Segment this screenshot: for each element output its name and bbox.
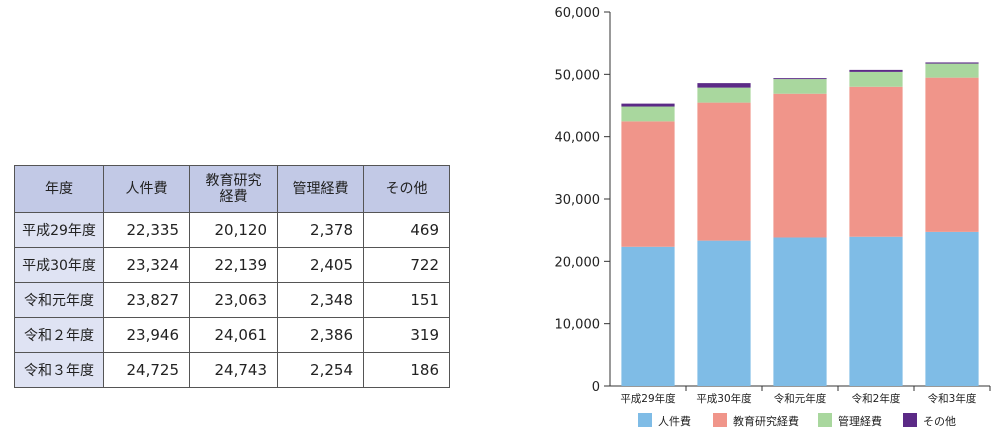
cell-personnel: 23,946: [103, 317, 190, 353]
expense-table: 年度 人件費 教育研究 経費 管理経費 その他 平成29年度 22,335 20,1…: [14, 165, 450, 388]
x-category-label: 令和3年度: [928, 392, 977, 405]
bar-segment-education-research: [621, 121, 675, 247]
x-category-label: 平成30年度: [696, 392, 752, 405]
y-tick-label: 50,000: [555, 68, 601, 83]
legend-swatch: [818, 413, 832, 427]
bar-segment-education-research: [925, 77, 979, 232]
cell-personnel: 23,324: [103, 247, 190, 283]
header-management: 管理経費: [277, 165, 364, 213]
legend-swatch: [903, 413, 917, 427]
cell-personnel: 23,827: [103, 282, 190, 318]
y-tick-label: 10,000: [555, 318, 601, 333]
legend-label: 人件費: [658, 414, 691, 428]
cell-other: 151: [363, 282, 450, 318]
bar-segment-personnel: [925, 231, 979, 386]
cell-other: 722: [363, 247, 450, 283]
bar-segment-education-research: [697, 102, 751, 241]
row-year: 平成29年度: [14, 212, 104, 248]
chart-bars: [621, 62, 979, 386]
bar-segment-other: [925, 62, 979, 64]
bar-segment-management: [773, 79, 827, 94]
table-row: 平成29年度 22,335 20,120 2,378 469: [14, 212, 450, 248]
cell-personnel: 22,335: [103, 212, 190, 248]
x-category-label: 令和2年度: [852, 392, 901, 405]
legend-swatch: [638, 413, 652, 427]
table-body: 平成29年度 22,335 20,120 2,378 469 平成30年度 23,324 22…: [14, 212, 450, 388]
bar-segment-management: [925, 63, 979, 78]
bar-segment-personnel: [697, 240, 751, 386]
cell-management: 2,386: [277, 317, 364, 353]
cell-education-research: 22,139: [189, 247, 278, 283]
bar-segment-other: [621, 103, 675, 107]
bar-segment-management: [697, 87, 751, 103]
bar-segment-other: [773, 78, 827, 80]
bar-segment-management: [621, 106, 675, 122]
cell-other: 469: [363, 212, 450, 248]
y-tick-label: 40,000: [555, 131, 601, 146]
bar-segment-other: [697, 83, 751, 88]
bar-segment-education-research: [849, 86, 903, 237]
row-year: 平成30年度: [14, 247, 104, 283]
cell-management: 2,378: [277, 212, 364, 248]
row-year: 令和元年度: [14, 282, 104, 318]
cell-personnel: 24,725: [103, 352, 190, 388]
table-row: 令和２年度 23,946 24,061 2,386 319: [14, 317, 450, 353]
y-tick-label: 0: [592, 380, 600, 395]
table-row: 平成30年度 23,324 22,139 2,405 722: [14, 247, 450, 283]
bar-segment-management: [849, 71, 903, 87]
cell-management: 2,254: [277, 352, 364, 388]
bar-segment-personnel: [849, 236, 903, 386]
row-year: 令和３年度: [14, 352, 104, 388]
bar-segment-other: [849, 69, 903, 72]
bar-segment-personnel: [621, 246, 675, 386]
bar-segment-education-research: [773, 93, 827, 238]
table-header-row: 年度 人件費 教育研究 経費 管理経費 その他: [14, 165, 450, 213]
x-category-label: 令和元年度: [774, 392, 827, 405]
cell-education-research: 24,061: [189, 317, 278, 353]
y-tick-label: 60,000: [555, 6, 601, 21]
legend-label: 管理経費: [838, 414, 882, 428]
table-row: 令和元年度 23,827 23,063 2,348 151: [14, 282, 450, 318]
chart-axes: 0 10,000 20,000 30,000 40,000 50,000 60,000: [555, 6, 991, 395]
cell-education-research: 23,063: [189, 282, 278, 318]
chart-legend: 人件費 教育研究経費 管理経費 その他: [638, 413, 956, 428]
y-tick-label: 30,000: [555, 193, 601, 208]
legend-label: 教育研究経費: [733, 414, 799, 428]
cell-education-research: 20,120: [189, 212, 278, 248]
header-other: その他: [363, 165, 450, 213]
x-category-label: 平成29年度: [620, 392, 676, 405]
bar-segment-personnel: [773, 237, 827, 386]
legend-label: その他: [923, 415, 956, 428]
y-tick-label: 20,000: [555, 255, 601, 270]
cell-education-research: 24,743: [189, 352, 278, 388]
table-row: 令和３年度 24,725 24,743 2,254 186: [14, 352, 450, 388]
cell-management: 2,348: [277, 282, 364, 318]
header-personnel: 人件費: [103, 165, 190, 213]
header-year: 年度: [14, 165, 104, 213]
chart-category-labels: 平成29年度 平成30年度 令和元年度 令和2年度 令和3年度: [620, 392, 977, 405]
cell-other: 186: [363, 352, 450, 388]
cell-other: 319: [363, 317, 450, 353]
header-education-research: 教育研究 経費: [189, 165, 278, 213]
cell-management: 2,405: [277, 247, 364, 283]
row-year: 令和２年度: [14, 317, 104, 353]
stacked-bar-chart: 0 10,000 20,000 30,000 40,000 50,000 60,000 平成…: [555, 6, 991, 428]
legend-swatch: [713, 413, 727, 427]
